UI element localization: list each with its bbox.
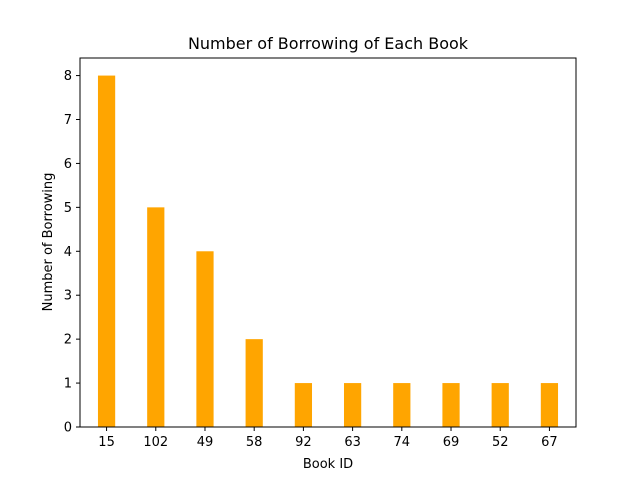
x-tick-label: 74 — [394, 435, 411, 450]
x-axis-ticks: 15 102 49 58 92 63 74 69 52 67 — [98, 427, 558, 450]
bar-102 — [147, 207, 165, 427]
chart-title: Number of Borrowing of Each Book — [188, 34, 469, 53]
y-tick-label: 3 — [64, 289, 72, 304]
bar-15 — [97, 75, 116, 428]
x-tick-label: 67 — [541, 435, 558, 450]
x-tick-label: 102 — [143, 435, 168, 450]
bar-74 — [393, 383, 411, 427]
bar-67 — [540, 383, 559, 427]
bar-58 — [245, 339, 263, 427]
y-tick-label: 4 — [64, 245, 72, 260]
x-tick-label: 92 — [295, 435, 312, 450]
bar-92 — [294, 383, 313, 427]
bars-group — [97, 75, 559, 428]
x-tick-label: 49 — [197, 435, 214, 450]
x-axis-label: Book ID — [303, 457, 353, 472]
y-tick-label: 1 — [64, 377, 72, 392]
y-tick-label: 8 — [64, 69, 72, 84]
x-tick-label: 69 — [443, 435, 460, 450]
bar-49 — [196, 251, 214, 427]
bar-63 — [343, 383, 362, 427]
y-axis-ticks: 0 1 2 3 4 5 6 7 8 — [64, 69, 80, 436]
y-tick-label: 7 — [64, 113, 72, 128]
y-tick-label: 5 — [64, 201, 72, 216]
bar-69 — [442, 383, 460, 427]
y-tick-label: 0 — [64, 421, 72, 436]
y-tick-label: 2 — [64, 333, 72, 348]
bar-52 — [491, 383, 509, 427]
x-tick-label: 52 — [492, 435, 509, 450]
plot-frame — [79, 57, 577, 428]
x-tick-label: 58 — [246, 435, 263, 450]
y-tick-label: 6 — [64, 157, 72, 172]
x-tick-label: 63 — [344, 435, 361, 450]
x-tick-label: 15 — [98, 435, 115, 450]
y-axis-label: Number of Borrowing — [41, 173, 56, 312]
